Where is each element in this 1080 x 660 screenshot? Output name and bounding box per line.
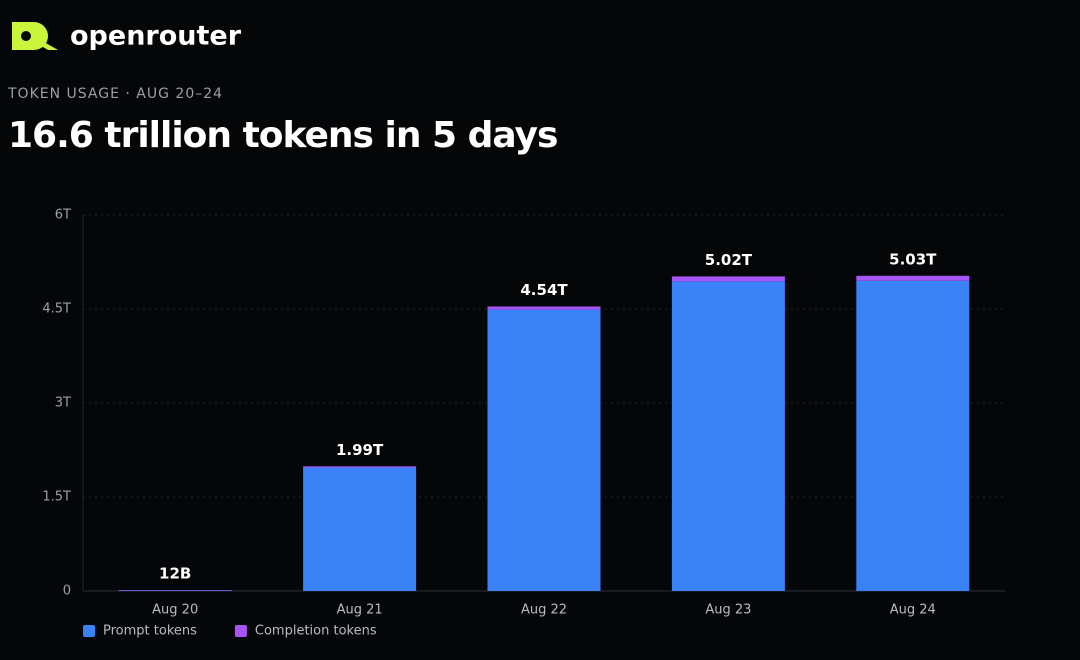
bar-segment (303, 467, 417, 591)
y-tick-label: 1.5T (42, 490, 71, 505)
legend-label: Completion tokens (255, 624, 377, 639)
y-tick-label: 0 (63, 584, 71, 599)
logo-hole (21, 31, 31, 41)
bar-segment (671, 281, 785, 591)
x-tick-label: Aug 21 (337, 603, 383, 618)
bar-segment (118, 590, 232, 591)
chart-title: 16.6 trillion tokens in 5 days (8, 115, 557, 156)
y-tick-label: 3T (55, 396, 71, 411)
legend-swatch (234, 625, 247, 637)
total-label: 5.02T (705, 251, 753, 269)
x-tick-label: Aug 24 (890, 603, 936, 618)
bar-segment (856, 280, 970, 591)
logo-tail (38, 42, 58, 50)
y-tick-label: 4.5T (42, 302, 71, 317)
brand: openrouter (70, 21, 242, 52)
legend-label: Prompt tokens (103, 624, 197, 639)
total-label: 12B (159, 565, 191, 583)
total-label: 5.03T (889, 250, 937, 268)
legend-swatch (83, 625, 95, 637)
y-tick-label: 6T (55, 208, 71, 223)
bar-segment (303, 466, 417, 468)
total-label: 1.99T (336, 441, 384, 459)
bar-segment (671, 276, 785, 282)
logo (12, 22, 58, 50)
bar-segment (856, 275, 970, 281)
x-tick-label: Aug 23 (705, 603, 751, 618)
bar-segment (487, 309, 601, 591)
x-tick-label: Aug 22 (521, 603, 567, 618)
x-tick-label: Aug 20 (152, 603, 198, 618)
bar-segment (487, 306, 601, 310)
subtitle: TOKEN USAGE · AUG 20–24 (7, 86, 223, 102)
total-label: 4.54T (520, 281, 568, 299)
